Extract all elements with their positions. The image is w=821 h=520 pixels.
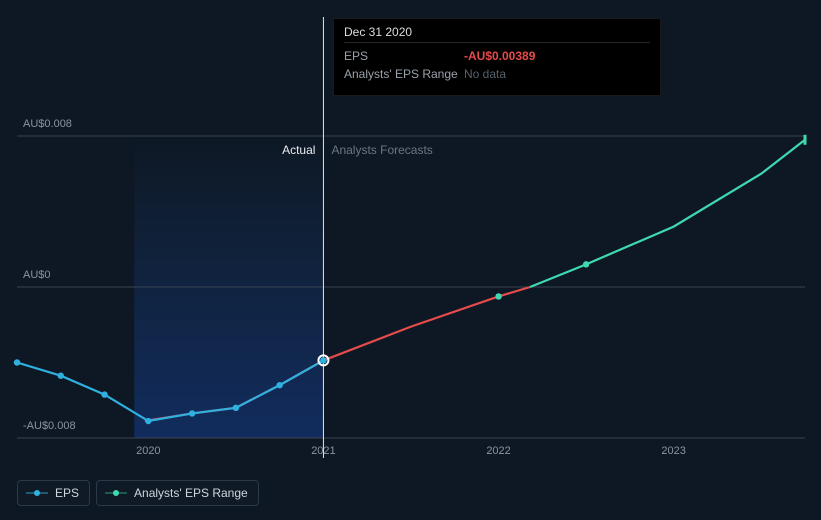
series-dot-eps xyxy=(58,373,64,379)
tooltip-row-label: EPS xyxy=(344,47,464,65)
y-axis-label: AU$0 xyxy=(23,269,51,281)
series-dot-eps xyxy=(276,382,282,388)
tooltip-row-value: No data xyxy=(464,65,506,83)
legend-item-eps[interactable]: EPS xyxy=(17,480,90,506)
tooltip-date: Dec 31 2020 xyxy=(344,25,650,39)
legend-item-range[interactable]: Analysts' EPS Range xyxy=(96,480,259,506)
x-axis-label: 2022 xyxy=(486,445,510,457)
section-label-actual: Actual xyxy=(282,143,315,157)
legend-item-label: Analysts' EPS Range xyxy=(134,486,248,500)
series-dot-eps xyxy=(189,410,195,416)
y-axis-label: -AU$0.008 xyxy=(23,420,76,432)
highlight-dot xyxy=(320,357,326,363)
legend-marker-icon xyxy=(26,489,48,497)
tooltip-row: EPS-AU$0.00389 xyxy=(344,47,650,65)
section-label-forecasts: Analysts Forecasts xyxy=(331,143,432,157)
series-dot-eps xyxy=(14,359,20,365)
tooltip-row-label: Analysts' EPS Range xyxy=(344,65,464,83)
eps-chart: AU$0.008AU$0-AU$0.0082020202120222023Act… xyxy=(0,0,821,520)
tooltip-divider xyxy=(344,42,650,43)
series-dot-eps xyxy=(233,405,239,411)
series-dot-forecast xyxy=(495,293,501,299)
chart-legend: EPS Analysts' EPS Range xyxy=(17,480,259,506)
chart-tooltip: Dec 31 2020 EPS-AU$0.00389Analysts' EPS … xyxy=(333,18,661,96)
series-dot-forecast xyxy=(583,261,589,267)
legend-item-label: EPS xyxy=(55,486,79,500)
x-axis-label: 2023 xyxy=(661,445,685,457)
legend-marker-icon xyxy=(105,489,127,497)
tooltip-row-value: -AU$0.00389 xyxy=(464,47,535,65)
y-axis-label: AU$0.008 xyxy=(23,118,72,130)
series-dot-eps xyxy=(101,391,107,397)
x-axis-label: 2020 xyxy=(136,445,160,457)
series-dot-eps xyxy=(145,418,151,424)
series-line-positive xyxy=(530,140,805,287)
tooltip-row: Analysts' EPS RangeNo data xyxy=(344,65,650,83)
